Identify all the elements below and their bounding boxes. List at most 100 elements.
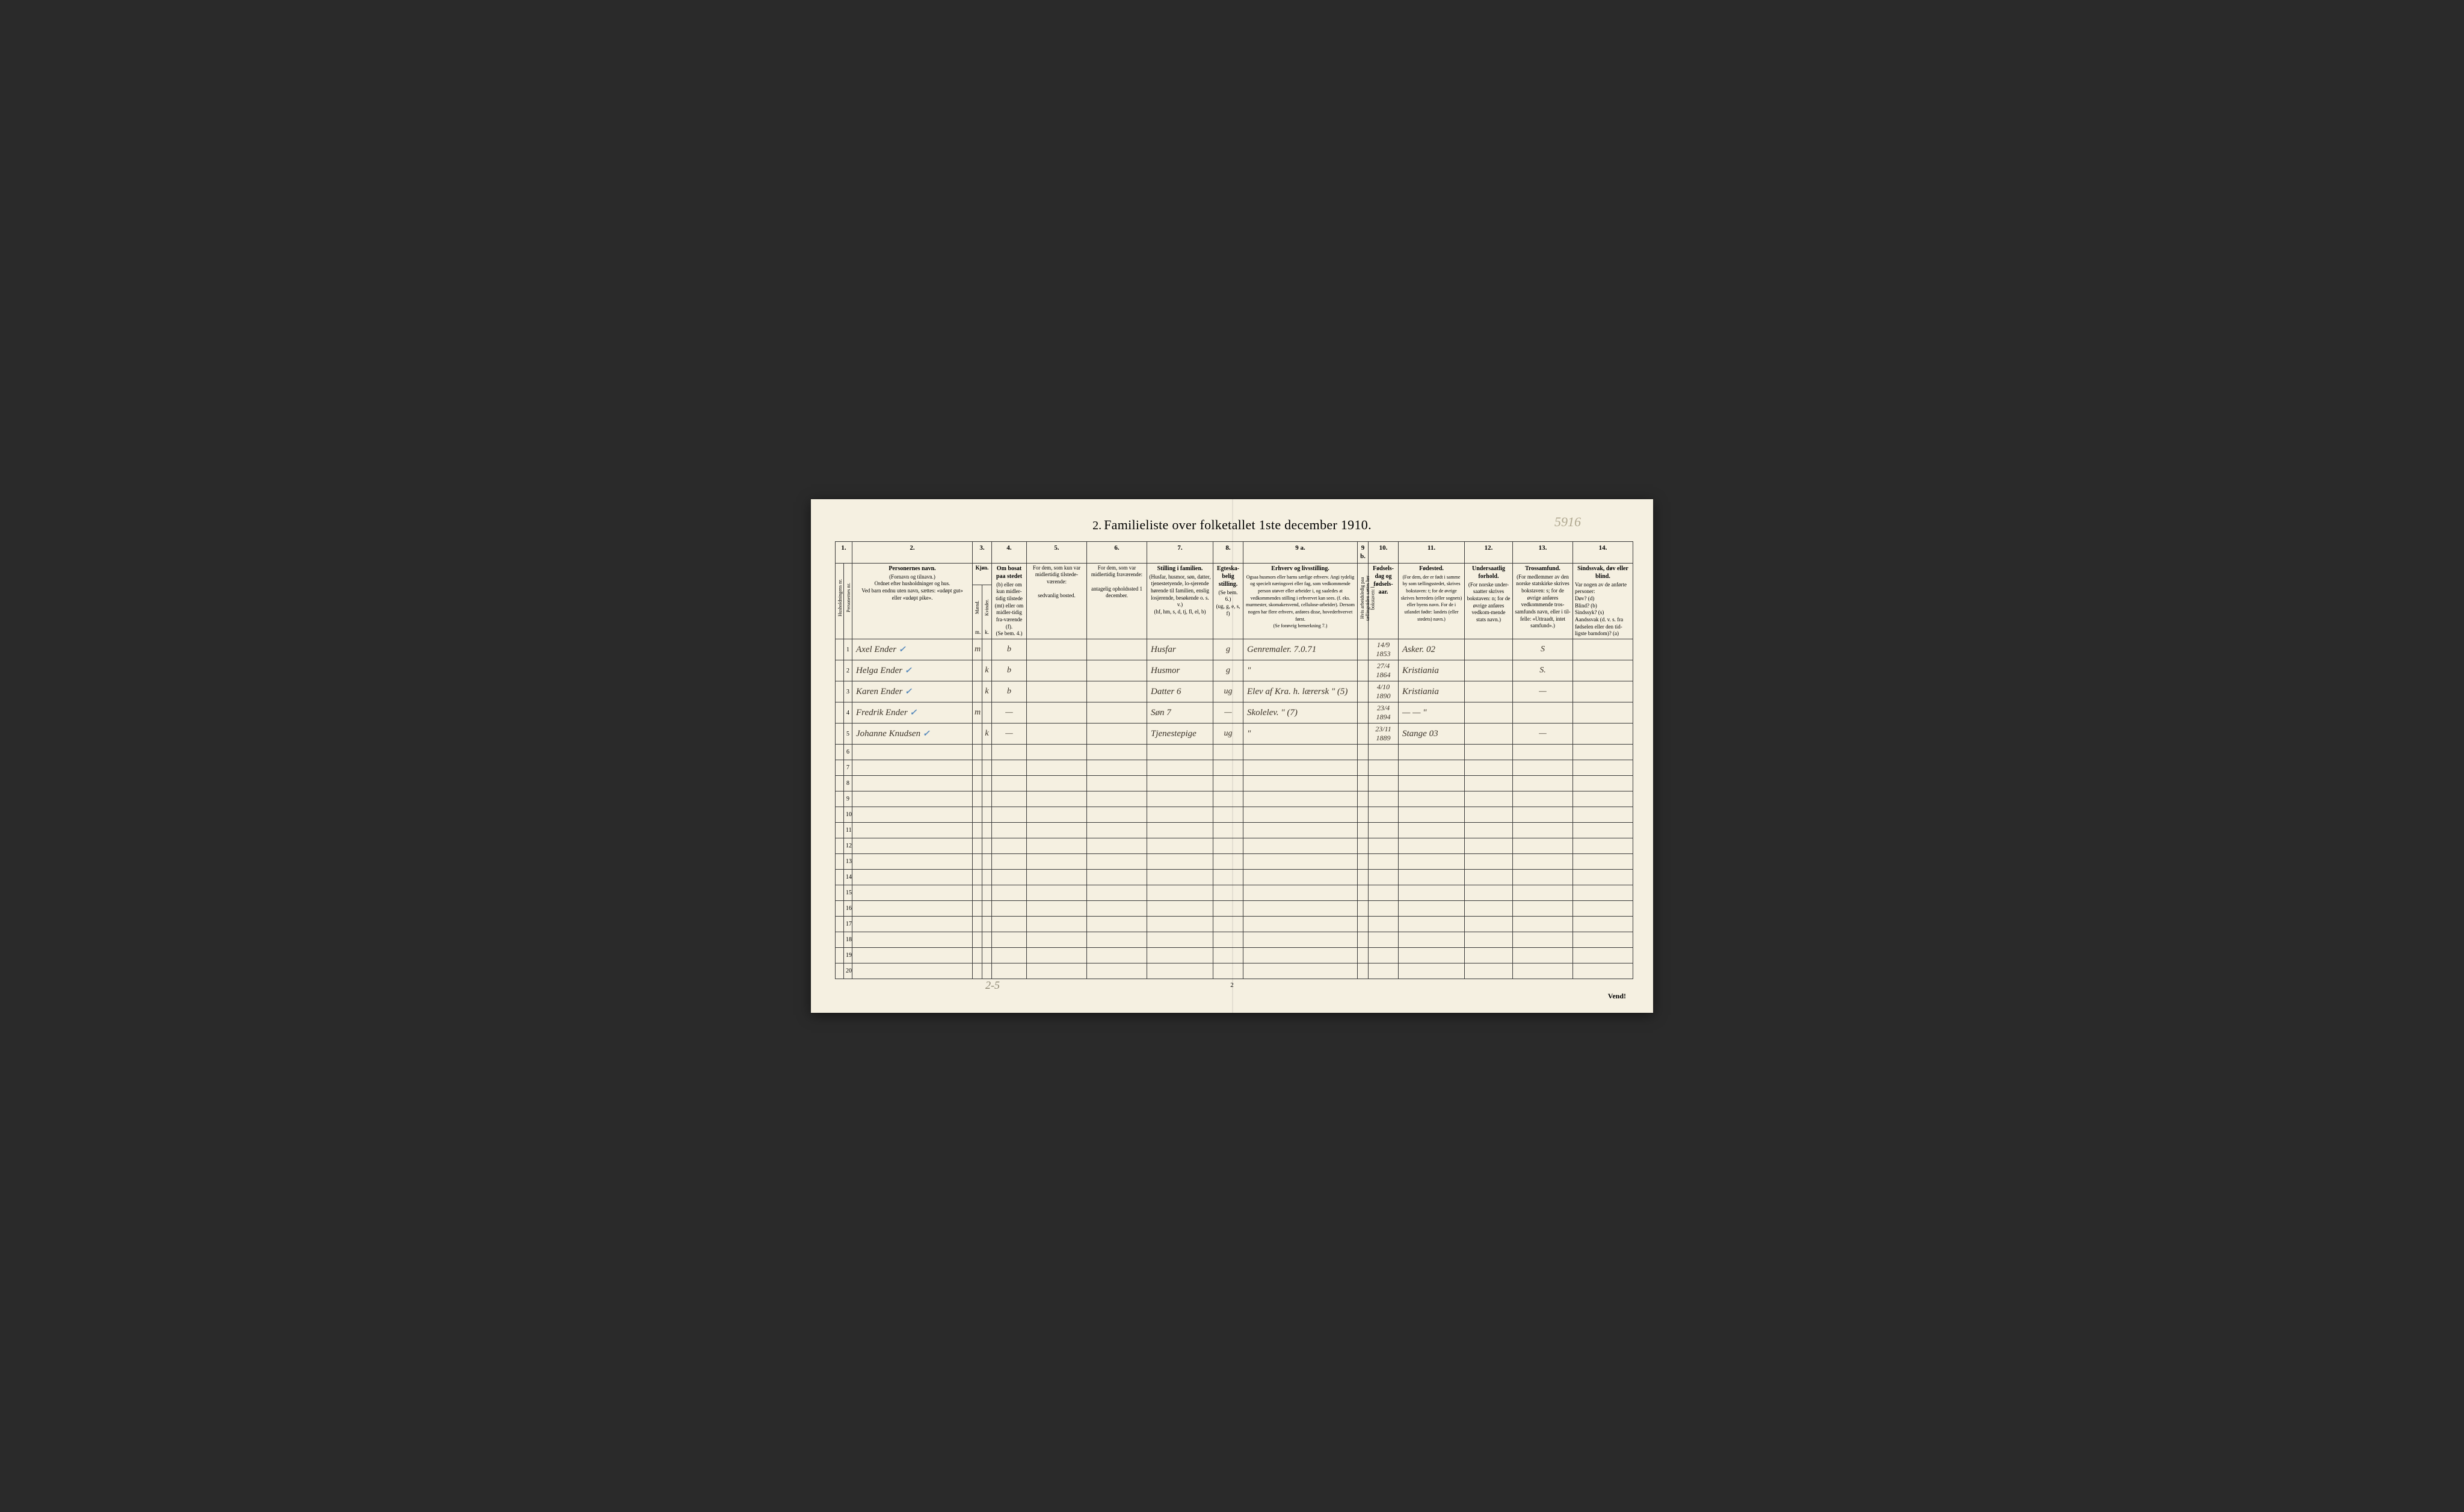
cell-sind (1573, 791, 1633, 807)
cell-egte: g (1213, 660, 1243, 681)
cell-erhverv (1243, 901, 1358, 917)
cell-hush-nr (836, 901, 844, 917)
cell-sex-m (973, 807, 982, 823)
cell-sind (1573, 660, 1633, 681)
cell-hush-nr (836, 870, 844, 885)
cell-undersaat (1465, 948, 1513, 963)
cell-egte (1213, 838, 1243, 854)
cell-fodested: Asker. 02 (1399, 639, 1465, 660)
cell-tros (1513, 917, 1573, 932)
page-annotation-top: 5916 (1554, 514, 1581, 530)
cell-sex-k (982, 838, 992, 854)
cell-navn: Axel Ender ✓ (852, 639, 973, 660)
table-row: 16 (836, 901, 1633, 917)
cell-tilstede (1027, 760, 1087, 776)
cell-stilling (1147, 870, 1213, 885)
col-num-11: 11. (1399, 541, 1465, 563)
cell-fodested (1399, 838, 1465, 854)
cell-erhverv: Skolelev. " (7) (1243, 702, 1358, 724)
cell-hush-nr (836, 660, 844, 681)
cell-bosat: b (992, 660, 1027, 681)
cell-tilstede (1027, 791, 1087, 807)
cell-tilstede (1027, 901, 1087, 917)
cell-frav (1087, 681, 1147, 702)
cell-stilling (1147, 745, 1213, 760)
cell-ledig (1358, 917, 1369, 932)
cell-bosat: b (992, 681, 1027, 702)
cell-egte (1213, 932, 1243, 948)
cell-ledig (1358, 948, 1369, 963)
cell-pers-nr: 4 (844, 702, 852, 724)
hdr-bosat: Om bosat paa stedet (b) eller om kun mid… (992, 563, 1027, 639)
cell-hush-nr (836, 760, 844, 776)
cell-sind (1573, 823, 1633, 838)
cell-undersaat (1465, 963, 1513, 979)
cell-navn (852, 791, 973, 807)
cell-fodested (1399, 760, 1465, 776)
cell-sex-m (973, 823, 982, 838)
col-num-14: 14. (1573, 541, 1633, 563)
cell-egte (1213, 823, 1243, 838)
cell-sex-m (973, 917, 982, 932)
cell-erhverv (1243, 760, 1358, 776)
cell-erhverv (1243, 807, 1358, 823)
cell-sex-k (982, 854, 992, 870)
table-row: 10 (836, 807, 1633, 823)
table-row: 11 (836, 823, 1633, 838)
table-row: 17 (836, 917, 1633, 932)
cell-tros (1513, 838, 1573, 854)
hdr-erhverv: Erhverv og livsstilling. Ogsaa husmors e… (1243, 563, 1358, 639)
cell-ledig (1358, 838, 1369, 854)
hdr-kjon: Kjøn. (973, 563, 992, 585)
cell-sex-k (982, 807, 992, 823)
cell-fodested (1399, 901, 1465, 917)
cell-sex-k (982, 776, 992, 791)
cell-navn (852, 838, 973, 854)
cell-hush-nr (836, 791, 844, 807)
cell-fodested (1399, 745, 1465, 760)
cell-pers-nr: 19 (844, 948, 852, 963)
cell-navn (852, 885, 973, 901)
hdr-egte-title: Egteska-belig stilling. (1215, 565, 1241, 588)
cell-ledig (1358, 854, 1369, 870)
hdr-tilstede-title: For dem, som kun var midlertidig tilsted… (1033, 565, 1080, 585)
cell-sex-m (973, 791, 982, 807)
col-num-8: 8. (1213, 541, 1243, 563)
cell-tros (1513, 760, 1573, 776)
cell-stilling (1147, 917, 1213, 932)
cell-stilling (1147, 963, 1213, 979)
table-header: 1. 2. 3. 4. 5. 6. 7. 8. 9 a. 9 b. 10. 11… (836, 541, 1633, 639)
cell-hush-nr (836, 917, 844, 932)
hdr-fodested-sub: (For dem, der er født i samme by som tæl… (1401, 574, 1462, 622)
cell-erhverv: Elev af Kra. h. lærersk " (5) (1243, 681, 1358, 702)
cell-ledig (1358, 760, 1369, 776)
cell-tilstede (1027, 917, 1087, 932)
table-row: 9 (836, 791, 1633, 807)
cell-stilling (1147, 838, 1213, 854)
cell-tros (1513, 776, 1573, 791)
cell-navn (852, 917, 973, 932)
cell-fodsel (1369, 838, 1399, 854)
cell-fodsel (1369, 776, 1399, 791)
cell-erhverv (1243, 854, 1358, 870)
cell-sex-m (973, 724, 982, 745)
cell-sex-m (973, 760, 982, 776)
cell-sind (1573, 963, 1633, 979)
cell-sex-k (982, 901, 992, 917)
cell-stilling: Husmor (1147, 660, 1213, 681)
cell-stilling: Søn 7 (1147, 702, 1213, 724)
cell-stilling (1147, 760, 1213, 776)
hdr-fodested: Fødested. (For dem, der er født i samme … (1399, 563, 1465, 639)
cell-undersaat (1465, 702, 1513, 724)
cell-bosat (992, 917, 1027, 932)
cell-egte: g (1213, 639, 1243, 660)
cell-undersaat (1465, 823, 1513, 838)
hdr-undersaat-sub: (For norske under-saatter skrives boksta… (1467, 582, 1511, 622)
cell-stilling (1147, 823, 1213, 838)
cell-pers-nr: 1 (844, 639, 852, 660)
col-num-5: 5. (1027, 541, 1087, 563)
hdr-kvinder: Kvinder. k. (982, 585, 992, 639)
cell-hush-nr (836, 948, 844, 963)
cell-sind (1573, 917, 1633, 932)
check-mark-icon: ✓ (905, 666, 912, 675)
